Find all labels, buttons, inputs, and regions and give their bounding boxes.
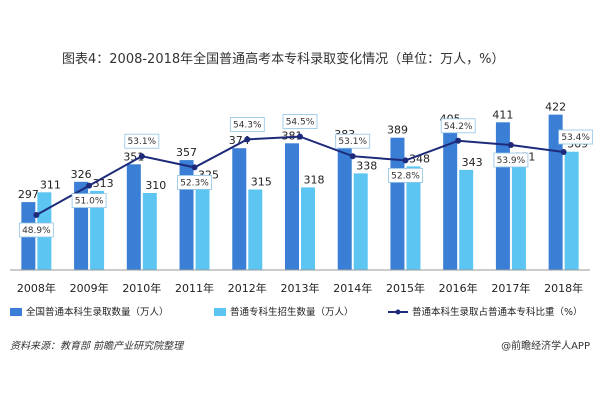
ratio-label-box-3: [177, 174, 212, 190]
bars-layer: 2973113263133513103573253743153813183833…: [18, 101, 588, 270]
ratio-point-3: [191, 164, 198, 171]
ratio-label-0: 48.9%: [22, 226, 51, 236]
x-tick-label-4: 2012年: [228, 281, 267, 295]
ratio-label-3: 52.3%: [180, 178, 209, 188]
x-tick-label-1: 2009年: [70, 281, 109, 295]
ratio-label-7: 52.8%: [391, 171, 420, 181]
x-tick-label-7: 2015年: [386, 281, 425, 295]
value-label-undergrad-7: 389: [387, 124, 408, 137]
ratio-point-9: [507, 142, 514, 148]
chart-title: 图表4：2008-2018年全国普通高考本专科录取变化情况（单位：万人，%）: [62, 52, 505, 67]
bar-undergrad-5: [285, 143, 299, 270]
line-layer: 48.9% 51.0% 53.1% 52.3% 54.3% 54.5% 53.1% 52.8%…: [18, 114, 594, 238]
ratio-label-box-8: [440, 118, 476, 134]
value-label-undergrad-0: 297: [18, 188, 39, 201]
x-tick-label-0: 2008年: [17, 281, 56, 295]
ratio-point-2: [138, 153, 145, 160]
x-axis: 2008年 2009年 2010年 2011年 2012年 2013年 2014年 2015年…: [10, 269, 590, 295]
bar-undergrad-4: [232, 148, 247, 270]
value-label-undergrad-4: 374: [229, 134, 250, 147]
value-label-undergrad-3: 357: [176, 146, 197, 159]
value-label-undergrad-5: 381: [282, 129, 303, 142]
value-label-undergrad-2: 351: [123, 150, 144, 163]
legend-label-junior: 普通专科生招生数量（万人）: [230, 306, 354, 318]
value-label-undergrad-9: 411: [492, 108, 513, 121]
ratio-point-1: [86, 182, 93, 189]
ratio-label-9: 53.9%: [497, 156, 526, 166]
bar-junior-9: [511, 164, 526, 270]
ratio-label-box-6: [335, 133, 371, 149]
bar-junior-10: [564, 151, 579, 270]
value-label-junior-4: 315: [251, 176, 272, 189]
x-tick-label-2: 2010年: [122, 281, 161, 295]
x-tick-label-6: 2014年: [333, 281, 372, 295]
bar-junior-2: [142, 193, 157, 270]
legend-label-undergrad: 全国普通本科生录取数量（万人）: [26, 306, 169, 318]
ratio-line: [35, 135, 564, 216]
brand-credit: @前瞻经济学人APP: [501, 341, 590, 352]
x-tick-label-10: 2018年: [544, 281, 583, 295]
value-label-junior-8: 343: [462, 156, 483, 169]
ratio-label-1: 51.0%: [75, 197, 104, 207]
value-label-junior-6: 338: [356, 159, 377, 172]
ratio-label-box-0: [18, 222, 54, 238]
source-label: 资料来源：: [10, 341, 60, 352]
bar-undergrad-2: [126, 164, 141, 270]
bar-junior-4: [248, 189, 263, 270]
ratio-label-box-5: [282, 114, 318, 129]
legend-swatch-junior: [214, 308, 226, 316]
source-note: 资料来源：教育部 前瞻产业研究院整理: [10, 337, 183, 352]
ratio-label-box-4: [229, 117, 265, 132]
ratio-point-7: [402, 157, 409, 164]
x-tick-label-5: 2013年: [281, 281, 320, 295]
ratio-label-2: 53.1%: [128, 137, 157, 147]
legend-swatch-ratio-dot: [395, 309, 401, 315]
bar-undergrad-6: [337, 141, 352, 270]
bar-undergrad-7: [390, 137, 405, 270]
bar-junior-3: [195, 182, 210, 270]
legend: 全国普通本科生录取数量（万人） 普通专科生招生数量（万人） 普通本科生录取占普通本专…: [10, 306, 583, 318]
ratio-point-6: [349, 153, 356, 160]
ratio-label-5: 54.5%: [286, 118, 315, 128]
value-label-junior-0: 311: [40, 178, 61, 191]
ratio-label-box-9: [493, 152, 529, 168]
source-text: 教育部 前瞻产业研究院整理: [60, 341, 184, 352]
ratio-label-6: 53.1%: [338, 137, 367, 147]
ratio-point-0: [33, 212, 40, 218]
ratio-label-8: 54.2%: [444, 122, 473, 132]
bar-junior-8: [459, 169, 474, 270]
ratio-label-box-7: [388, 167, 423, 183]
bar-junior-7: [406, 166, 421, 270]
ratio-point-4: [244, 136, 251, 143]
value-label-undergrad-1: 326: [71, 168, 92, 181]
bar-undergrad-8: [443, 126, 458, 270]
bar-junior-6: [353, 173, 368, 270]
x-tick-label-9: 2017年: [491, 281, 530, 295]
legend-swatch-undergrad: [10, 308, 22, 316]
ratio-label-4: 54.3%: [233, 120, 262, 130]
x-tick-label-8: 2016年: [439, 281, 478, 295]
value-label-junior-5: 318: [304, 173, 325, 186]
ratio-point-8: [455, 137, 462, 144]
ratio-label-box-1: [71, 193, 107, 209]
legend-label-ratio: 普通本科生录取占普通本专科比重（%）: [412, 306, 583, 318]
ratio-point-5: [297, 133, 303, 140]
value-label-junior-7: 348: [409, 152, 430, 165]
ratio-point-10: [560, 149, 567, 155]
x-tick-label-3: 2011年: [175, 281, 214, 295]
ratio-label-box-10: [558, 129, 594, 145]
value-label-junior-2: 310: [145, 179, 166, 192]
bar-junior-5: [301, 187, 315, 270]
bar-undergrad-10: [548, 114, 563, 270]
value-label-undergrad-10: 422: [545, 101, 566, 114]
ratio-label-box-2: [124, 133, 160, 149]
ratio-label-10: 53.4%: [561, 133, 590, 143]
bar-junior-1: [90, 190, 105, 270]
